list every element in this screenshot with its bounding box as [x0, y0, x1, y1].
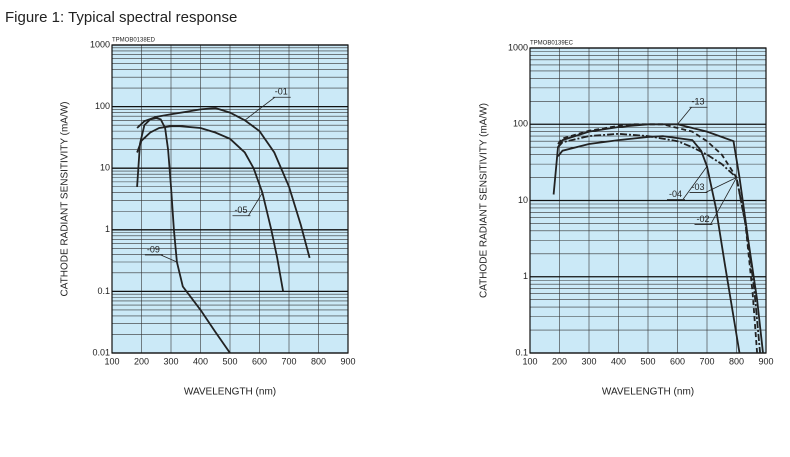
x-tick-label: 500 — [222, 356, 237, 366]
plot-frame — [529, 47, 767, 354]
y-tick-label: 0.01 — [92, 347, 110, 357]
x-tick-label: 700 — [281, 356, 296, 366]
x-tick-label: 800 — [729, 356, 744, 366]
series-line — [557, 135, 741, 354]
chart-code: TPMOB0138ED — [112, 38, 156, 44]
series-label: -13 — [692, 97, 705, 107]
y-tick-label: 1 — [523, 271, 528, 281]
figure-title: Figure 1: Typical spectral response — [5, 9, 237, 26]
series-label: -05 — [234, 205, 247, 215]
chart-code: TPMOB0139EC — [530, 41, 574, 47]
y-tick-label: 0.1 — [97, 286, 110, 296]
series-line — [136, 107, 311, 259]
x-tick-label: 400 — [611, 356, 626, 366]
y-tick-label: 100 — [513, 119, 528, 129]
label-leader — [244, 96, 275, 121]
y-axis-label: CATHODE RADIANT SENSITIVITY (mA/W) — [60, 101, 71, 296]
y-tick-label: 0.1 — [515, 347, 528, 357]
x-tick-label: 100 — [522, 356, 537, 366]
y-tick-label: 1000 — [508, 42, 528, 52]
x-tick-label: 200 — [134, 356, 149, 366]
series-line — [136, 117, 231, 354]
label-leader — [248, 192, 263, 216]
x-tick-label: 400 — [193, 356, 208, 366]
chart: 100 200 300 400 500 600 700 800 900 0.01 0.1 1 10 100… — [60, 38, 356, 398]
x-tick-label: 200 — [552, 356, 567, 366]
label-leader — [160, 254, 178, 263]
series-label: -01 — [275, 87, 288, 97]
x-tick-label: 900 — [758, 356, 773, 366]
y-axis-label: CATHODE RADIANT SENSITIVITY (mA/W) — [479, 103, 490, 298]
x-tick-label: 600 — [252, 356, 267, 366]
series-label: -02 — [697, 214, 710, 224]
label-leader — [710, 177, 737, 225]
x-tick-label: 800 — [311, 356, 326, 366]
label-leader — [705, 177, 737, 193]
x-tick-label: 100 — [104, 356, 119, 366]
x-tick-label: 600 — [670, 356, 685, 366]
y-tick-label: 10 — [518, 195, 528, 205]
x-tick-label: 700 — [699, 356, 714, 366]
label-leader — [682, 166, 708, 200]
x-axis-label: WAVELENGTH (nm) — [602, 387, 694, 398]
x-tick-label: 900 — [340, 356, 355, 366]
x-tick-label: 500 — [640, 356, 655, 366]
x-axis-label: WAVELENGTH (nm) — [184, 387, 276, 398]
y-tick-label: 1000 — [90, 39, 110, 49]
y-tick-label: 1 — [105, 224, 110, 234]
series-label: -04 — [669, 189, 682, 199]
series-label: -03 — [692, 182, 705, 192]
chart: 100 200 300 400 500 600 700 800 900 0.1 1 10 100 1000… — [479, 41, 774, 398]
series-line — [557, 123, 758, 354]
y-tick-label: 10 — [100, 163, 110, 173]
y-tick-label: 100 — [95, 101, 110, 111]
label-leader — [677, 106, 692, 125]
x-tick-label: 300 — [581, 356, 596, 366]
x-tick-label: 300 — [163, 356, 178, 366]
series-line — [136, 125, 284, 292]
series-label: -09 — [147, 244, 160, 254]
